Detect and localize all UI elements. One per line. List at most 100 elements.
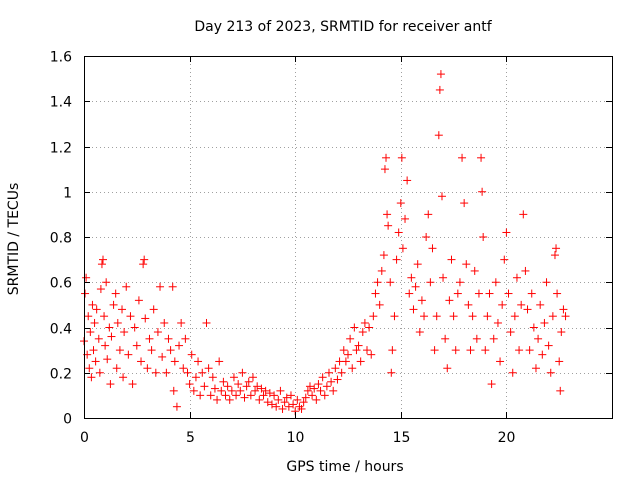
data-point	[548, 312, 557, 321]
x-tick-label: 5	[186, 430, 195, 446]
data-point	[278, 404, 287, 413]
data-point	[97, 260, 106, 269]
data-point	[386, 278, 395, 287]
data-point	[477, 153, 486, 162]
data-point	[487, 380, 496, 389]
data-point	[341, 357, 350, 366]
data-point	[424, 210, 433, 219]
data-point	[109, 300, 118, 309]
data-point	[380, 165, 389, 174]
data-point	[481, 346, 490, 355]
data-point	[289, 400, 298, 409]
data-point	[538, 350, 547, 359]
data-point	[253, 382, 262, 391]
x-tick-label: 0	[80, 430, 89, 446]
data-point	[107, 332, 116, 341]
data-point	[305, 382, 314, 391]
data-point	[322, 382, 331, 391]
data-point	[354, 341, 363, 350]
data-point	[274, 395, 283, 404]
data-point	[284, 402, 293, 411]
data-point	[84, 312, 93, 321]
data-point	[177, 318, 186, 327]
data-point	[166, 346, 175, 355]
data-point	[210, 384, 219, 393]
data-point	[128, 380, 137, 389]
data-point	[352, 346, 361, 355]
data-point	[160, 318, 169, 327]
data-point	[504, 289, 513, 298]
data-point	[479, 233, 488, 241]
data-point	[191, 373, 200, 382]
data-point	[213, 395, 222, 404]
data-point	[156, 282, 165, 291]
data-point	[333, 375, 342, 384]
data-point	[556, 386, 565, 395]
data-point	[337, 368, 346, 377]
data-point	[263, 398, 272, 407]
data-point	[246, 391, 255, 400]
data-point	[244, 377, 253, 386]
data-point	[251, 386, 260, 395]
data-point	[100, 312, 109, 321]
data-point	[303, 386, 312, 395]
data-point	[468, 312, 477, 321]
data-point	[544, 341, 553, 350]
data-point	[415, 328, 424, 337]
data-point	[308, 391, 317, 400]
data-point	[373, 278, 382, 287]
data-point	[327, 377, 336, 386]
data-point	[238, 368, 247, 377]
data-point	[396, 199, 405, 208]
y-tick-label: 1.2	[50, 141, 72, 157]
data-point	[141, 314, 150, 323]
y-tick-label: 0.4	[50, 322, 72, 338]
data-point	[521, 266, 530, 275]
data-point	[375, 300, 384, 309]
data-point	[265, 389, 274, 398]
data-point	[147, 346, 156, 355]
data-point	[96, 285, 105, 294]
data-point	[449, 312, 458, 321]
data-point	[101, 341, 110, 350]
data-point	[318, 373, 327, 382]
data-point	[134, 296, 143, 305]
data-point	[451, 346, 460, 355]
data-point	[124, 350, 133, 359]
data-point	[462, 260, 471, 269]
data-point	[387, 368, 396, 377]
data-point	[550, 251, 559, 260]
data-point	[170, 357, 179, 366]
data-point	[87, 373, 96, 382]
data-point	[417, 296, 426, 305]
data-point	[219, 377, 228, 386]
data-point	[356, 357, 365, 366]
data-point	[257, 384, 266, 393]
data-points	[80, 70, 570, 416]
data-point	[189, 386, 198, 395]
data-point	[428, 244, 437, 253]
data-point	[392, 255, 401, 264]
data-point	[527, 289, 536, 298]
data-point	[371, 289, 380, 298]
data-point	[453, 289, 462, 298]
data-point	[447, 255, 456, 264]
data-point	[126, 312, 135, 321]
data-point	[132, 341, 141, 350]
data-point	[346, 334, 355, 343]
data-point	[390, 312, 399, 321]
data-point	[360, 318, 369, 327]
data-point	[94, 334, 103, 343]
y-tick-label: 1	[63, 186, 72, 202]
data-point	[470, 266, 479, 275]
data-point	[223, 382, 232, 391]
data-point	[314, 380, 323, 389]
data-point	[158, 352, 167, 361]
data-point	[102, 278, 111, 287]
data-point	[397, 153, 406, 162]
data-point	[394, 228, 403, 237]
data-point	[282, 393, 291, 402]
data-point	[120, 328, 129, 337]
data-point	[439, 273, 448, 282]
